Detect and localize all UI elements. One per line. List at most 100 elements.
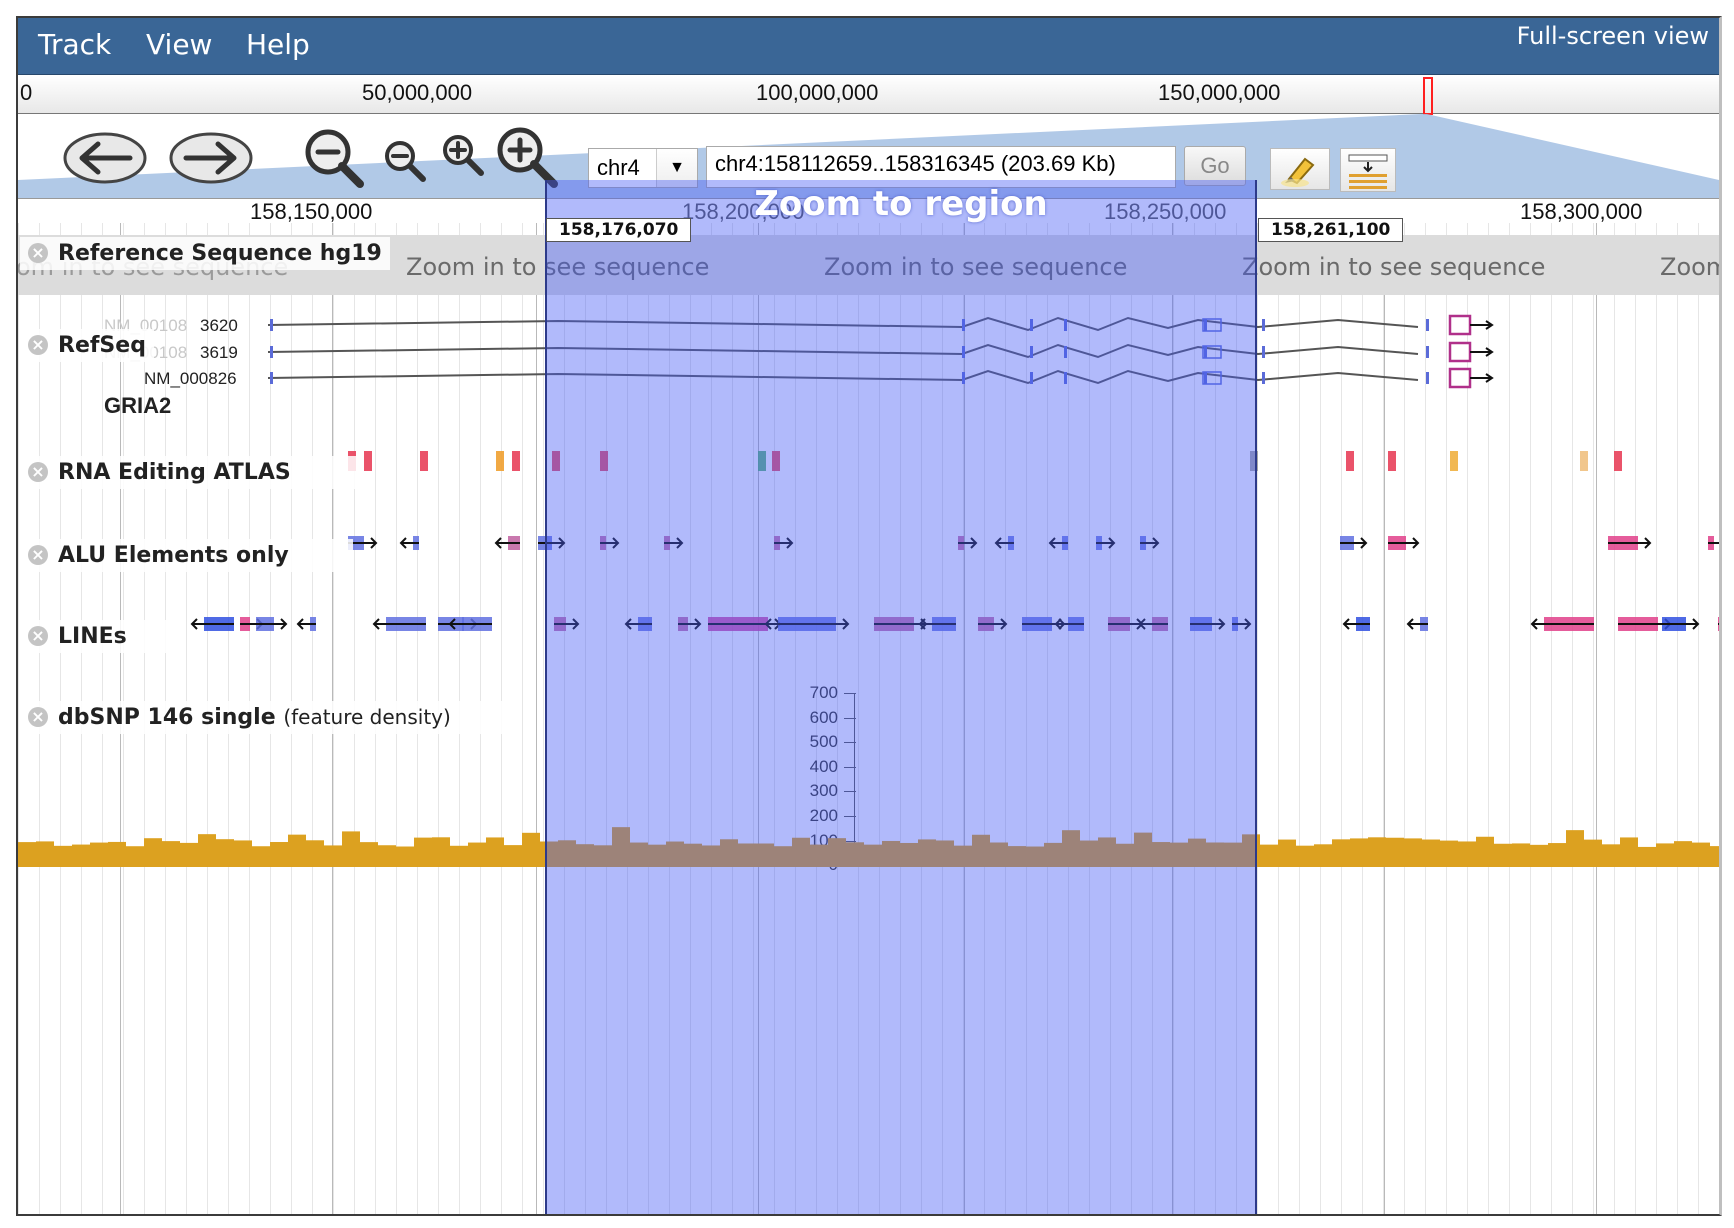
zoom-out-large-icon[interactable] (300, 124, 366, 190)
track-label-alu[interactable]: × ALU Elements only (20, 539, 353, 572)
utr-box (1448, 314, 1472, 336)
rna-editing-features[interactable] (18, 445, 1719, 475)
rna-editing-site (512, 451, 520, 471)
density-bar (180, 842, 198, 867)
density-bar (1512, 843, 1530, 867)
line-element-arrow (1138, 618, 1168, 630)
zoom-region-overlay[interactable]: Zoom to region (545, 180, 1257, 1214)
close-icon[interactable]: × (28, 243, 48, 263)
utr-box (1448, 341, 1472, 363)
density-bar (90, 842, 108, 867)
line-element-arrow (296, 618, 316, 630)
density-bar (666, 841, 684, 867)
alu-element-arrow (538, 537, 566, 549)
exon-mark (1030, 372, 1033, 384)
line-element-arrow (1190, 618, 1226, 630)
gridline (627, 223, 628, 1214)
gridline (837, 223, 838, 1214)
track-label-rna-editing[interactable]: × RNA Editing ATLAS (20, 456, 361, 489)
fullscreen-link[interactable]: Full-screen view (1516, 22, 1709, 50)
gridline (1215, 223, 1216, 1214)
density-bar (1278, 839, 1296, 867)
track-label-refseq[interactable]: × RefSeq (20, 329, 154, 362)
y-tick-label: 700 (809, 683, 838, 702)
alu-features[interactable] (18, 528, 1719, 558)
zoom-in-small-icon[interactable] (438, 130, 486, 178)
density-bar (342, 831, 360, 867)
reference-placeholder-2: Zoom in to see sequence (406, 253, 710, 281)
density-bar (1368, 837, 1386, 867)
density-bar (828, 838, 846, 867)
menu-help[interactable]: Help (246, 28, 310, 61)
density-bar (1350, 838, 1368, 867)
overview-bar[interactable]: 0 50,000,000 100,000,000 150,000,000 (18, 75, 1719, 115)
strand-arrow (1470, 373, 1494, 383)
pan-right-icon[interactable] (168, 130, 254, 186)
refseq-features[interactable]: NM_00108 3620 NM_00108 3619 NM_000826 GR… (18, 303, 1719, 433)
density-bar (450, 845, 468, 867)
gridline (816, 223, 817, 1214)
gridline-major (964, 223, 965, 1214)
transcript-models[interactable] (267, 314, 1494, 389)
track-label-dbsnp[interactable]: × dbSNP 146 single (feature density) (20, 701, 509, 734)
density-bar (216, 839, 234, 867)
exon-mark (962, 346, 965, 358)
highlight-button[interactable] (1270, 148, 1330, 190)
gridline (753, 223, 754, 1214)
menu-bar: Track View Help Full-screen view (18, 18, 1719, 75)
intron-line (267, 316, 1419, 332)
chromosome-value: chr4 (597, 155, 640, 180)
location-input[interactable]: chr4:158112659..158316345 (203.69 Kb) (706, 146, 1176, 188)
close-icon[interactable]: × (28, 626, 48, 646)
track-area[interactable]: om in to see sequence Zoom in to see seq… (18, 223, 1719, 1214)
zoom-in-large-icon[interactable] (492, 122, 560, 190)
overview-label-50m: 50,000,000 (362, 80, 473, 105)
overview-position-marker[interactable] (1423, 77, 1433, 115)
density-bar (1044, 842, 1062, 867)
density-histogram[interactable] (18, 823, 1719, 873)
close-icon[interactable]: × (28, 335, 48, 355)
exon-mark (1030, 319, 1033, 331)
track-label-lines[interactable]: × LINEs (20, 620, 181, 653)
zoom-out-small-icon[interactable] (380, 136, 428, 184)
menu-track[interactable]: Track (38, 28, 112, 61)
gene-label: GRIA2 (104, 393, 171, 418)
rna-editing-site (1250, 451, 1258, 471)
chromosome-select[interactable]: chr4 ▼ (588, 148, 698, 188)
alu-element-arrow (494, 537, 520, 549)
region-end-label: 158,261,100 (1258, 218, 1404, 242)
scale-label-158300000: 158,300,000 (1520, 199, 1643, 224)
gridline (900, 223, 901, 1214)
track-label-reference[interactable]: × Reference Sequence hg19 (20, 237, 390, 270)
close-icon[interactable]: × (28, 462, 48, 482)
density-bar (72, 844, 90, 867)
density-bar (1296, 845, 1314, 867)
density-bar (1548, 843, 1566, 867)
scale-label-158150000: 158,150,000 (250, 199, 373, 224)
density-bar (630, 842, 648, 867)
density-bar (1206, 842, 1224, 867)
density-bar (648, 844, 666, 867)
exon-mark (1064, 372, 1067, 384)
alu-element-arrow (958, 537, 978, 549)
go-button[interactable]: Go (1184, 146, 1246, 186)
scale-label-158250000: 158,250,000 (1104, 199, 1227, 224)
density-bar (378, 845, 396, 867)
scale-ruler[interactable]: 158,150,000 158,200,000 158,250,000 158,… (18, 198, 1719, 224)
density-bar (1098, 837, 1116, 867)
menu-view[interactable]: View (146, 28, 213, 61)
close-icon[interactable]: × (28, 707, 48, 727)
rna-editing-site (600, 451, 608, 471)
gridline (1320, 223, 1321, 1214)
gridline-major (758, 223, 759, 1214)
y-tick (844, 840, 856, 842)
close-icon[interactable]: × (28, 545, 48, 565)
density-bar (1134, 832, 1152, 867)
track-selector-button[interactable] (1340, 148, 1396, 192)
gridline (1656, 223, 1657, 1214)
lines-features[interactable] (18, 609, 1719, 639)
density-bar (1152, 842, 1170, 867)
pan-left-icon[interactable] (62, 130, 148, 186)
genome-browser-window: Track View Help Full-screen view 0 50,00… (16, 16, 1722, 1216)
gridline (1404, 223, 1405, 1214)
